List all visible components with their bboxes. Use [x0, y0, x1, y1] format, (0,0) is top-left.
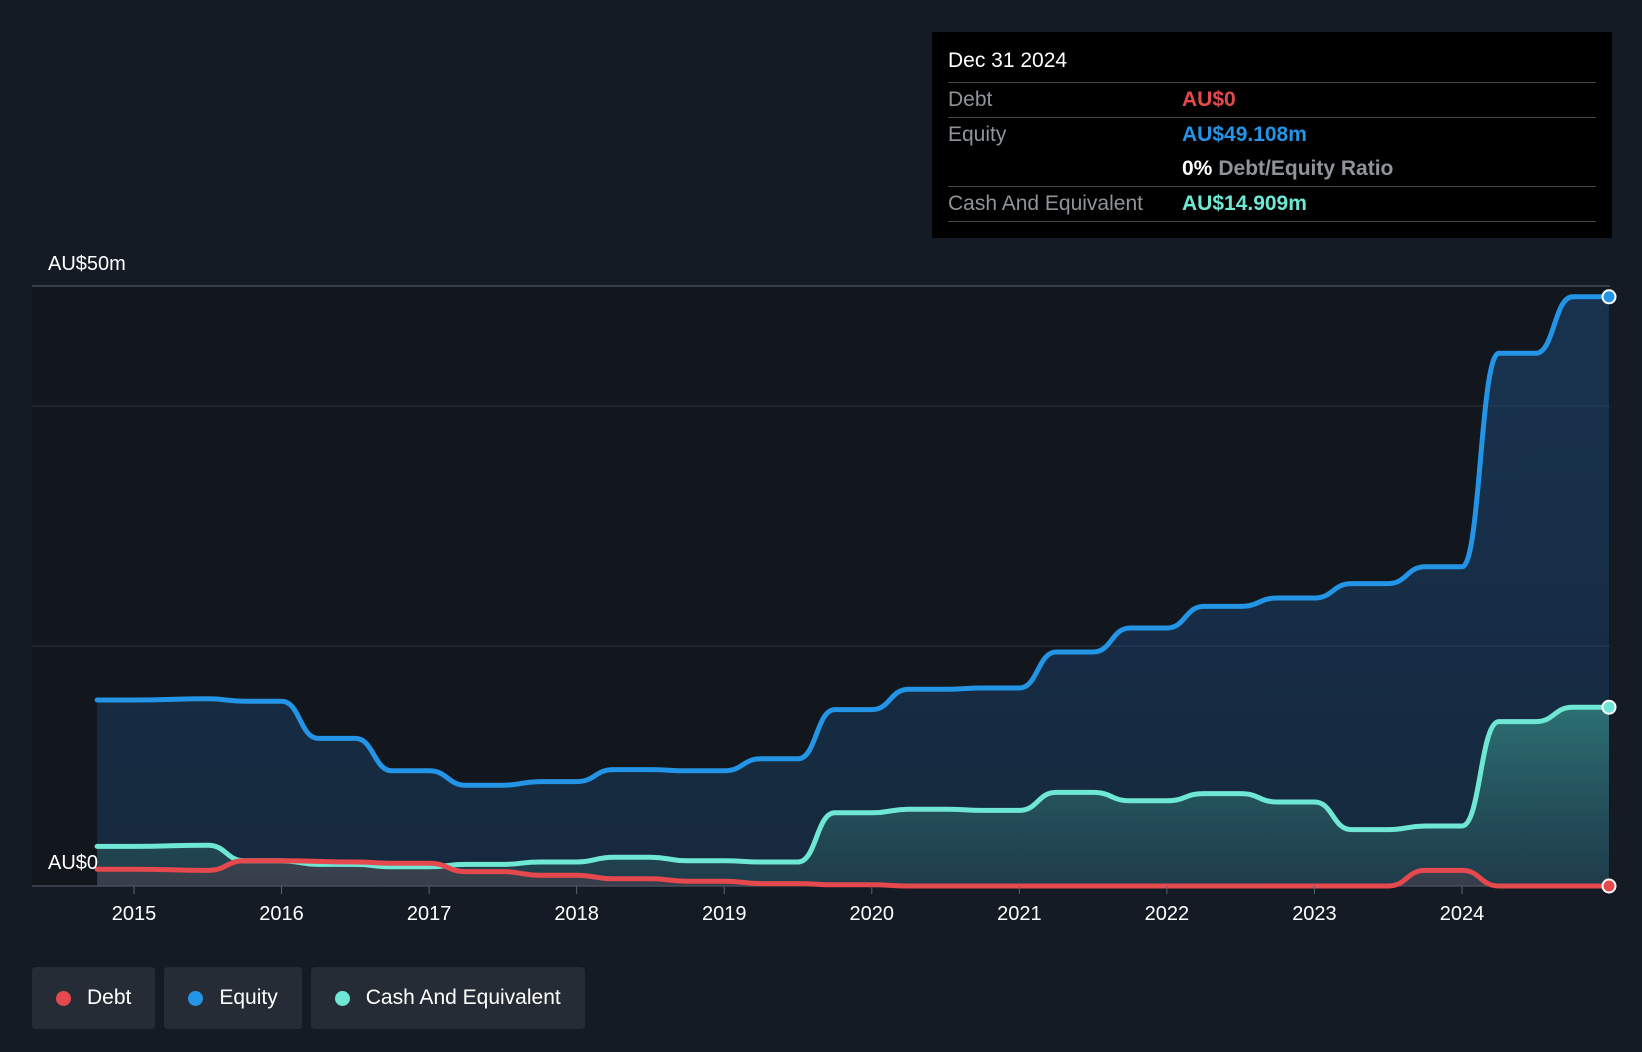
tooltip-equity-label: Equity	[948, 123, 1007, 146]
tooltip-row-equity: Equity AU$49.108m	[948, 118, 1596, 152]
tooltip-cash-value: AU$14.909m	[1182, 192, 1307, 215]
series-lines	[94, 294, 1612, 889]
x-tick-label: 2017	[407, 903, 452, 925]
x-tick-label: 2019	[702, 903, 747, 925]
x-tick-label: 2016	[259, 903, 304, 925]
legend-label-debt: Debt	[87, 986, 132, 1009]
tooltip-debt-label: Debt	[948, 88, 993, 111]
y-axis-bottom-label: AU$0	[48, 852, 98, 874]
tooltip-cash-label: Cash And Equivalent	[948, 192, 1143, 215]
endpoint-debt	[1601, 878, 1617, 894]
legend-dot-cash	[334, 990, 350, 1006]
tooltip-row-ratio: 0% Debt/Equity Ratio	[948, 152, 1596, 187]
line-equity	[94, 294, 1612, 788]
legend-dot-debt	[56, 990, 71, 1006]
tooltip-ratio-label: Debt/Equity Ratio	[1218, 157, 1394, 180]
series-endpoints	[1601, 289, 1617, 894]
x-tick-label: 2024	[1440, 903, 1485, 925]
tooltip-debt-value: AU$0	[1182, 88, 1236, 111]
y-axis-top-label: AU$50m	[48, 253, 126, 275]
tooltip-date: Dec 31 2024	[948, 46, 1596, 83]
tooltip-row-debt: Debt AU$0	[948, 83, 1596, 118]
tooltip-row-cash: Cash And Equivalent AU$14.909m	[948, 187, 1596, 222]
endpoint-equity	[1601, 289, 1617, 305]
x-axis-ticks: 2015 2016 2017 2018 2019 2020 2021 2022 2023 2024	[112, 886, 1485, 925]
tooltip-panel: Dec 31 2024 Debt AU$0 Equity AU$49.108m …	[932, 32, 1612, 238]
legend-item-equity[interactable]: Equity	[164, 967, 302, 1029]
tooltip-ratio-value: 0%	[1182, 157, 1213, 180]
area-cash	[97, 707, 1610, 886]
x-tick-label: 2015	[112, 903, 157, 925]
x-tick-label: 2018	[554, 903, 599, 925]
tooltip-ratio: 0% Debt/Equity Ratio	[1182, 152, 1393, 186]
legend-label-cash: Cash And Equivalent	[365, 986, 561, 1009]
x-tick-label: 2020	[850, 903, 895, 925]
legend-label-equity: Equity	[219, 986, 278, 1009]
legend-item-cash[interactable]: Cash And Equivalent	[310, 967, 585, 1029]
line-debt	[94, 858, 1612, 889]
tooltip-ratio-spacer	[948, 152, 1182, 186]
x-tick-label: 2021	[997, 903, 1042, 925]
x-tick-label: 2023	[1292, 903, 1337, 925]
tooltip-equity-value: AU$49.108m	[1182, 123, 1307, 146]
x-tick-label: 2022	[1145, 903, 1190, 925]
legend-dot-equity	[188, 990, 204, 1006]
line-cash	[94, 704, 1612, 870]
legend: Debt Equity Cash And Equivalent	[32, 967, 585, 1029]
area-debt	[97, 860, 1610, 886]
area-equity	[97, 296, 1610, 886]
series-areas	[97, 296, 1610, 886]
endpoint-cash	[1601, 699, 1617, 715]
legend-item-debt[interactable]: Debt	[32, 967, 156, 1029]
